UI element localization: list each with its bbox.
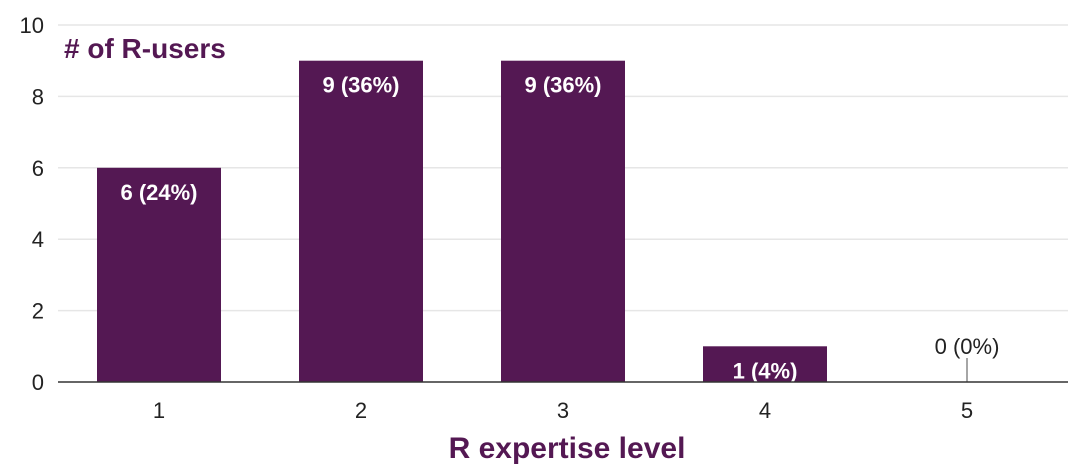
- bar: [501, 60, 625, 382]
- bar-data-label: 0 (0%): [935, 334, 1000, 359]
- y-tick-label: 4: [32, 227, 44, 252]
- bar: [97, 167, 221, 382]
- y-axis-ticks: 0 2 4 6 8 10: [20, 13, 44, 395]
- bar-data-labels: 6 (24%) 9 (36%) 9 (36%) 1 (4%) 0 (0%): [120, 73, 999, 384]
- x-axis-title: R expertise level: [449, 432, 686, 465]
- bar-data-label: 9 (36%): [524, 73, 601, 98]
- bar: [299, 60, 423, 382]
- y-tick-label: 6: [32, 156, 44, 181]
- x-tick-label: 2: [355, 398, 367, 423]
- x-tick-label: 5: [961, 398, 973, 423]
- bar: [703, 346, 827, 382]
- chart-title: # of R-users: [64, 33, 226, 64]
- y-tick-label: 8: [32, 84, 44, 109]
- x-tick-label: 3: [557, 398, 569, 423]
- bar-data-label: 9 (36%): [322, 73, 399, 98]
- y-tick-label: 10: [20, 13, 44, 38]
- bars: [97, 60, 968, 382]
- x-axis-ticks: 1 2 3 4 5: [153, 398, 973, 423]
- y-tick-label: 0: [32, 370, 44, 395]
- bar-data-label: 1 (4%): [733, 358, 798, 383]
- x-tick-label: 4: [759, 398, 771, 423]
- x-tick-label: 1: [153, 398, 165, 423]
- y-tick-label: 2: [32, 299, 44, 324]
- bar-data-label: 6 (24%): [120, 180, 197, 205]
